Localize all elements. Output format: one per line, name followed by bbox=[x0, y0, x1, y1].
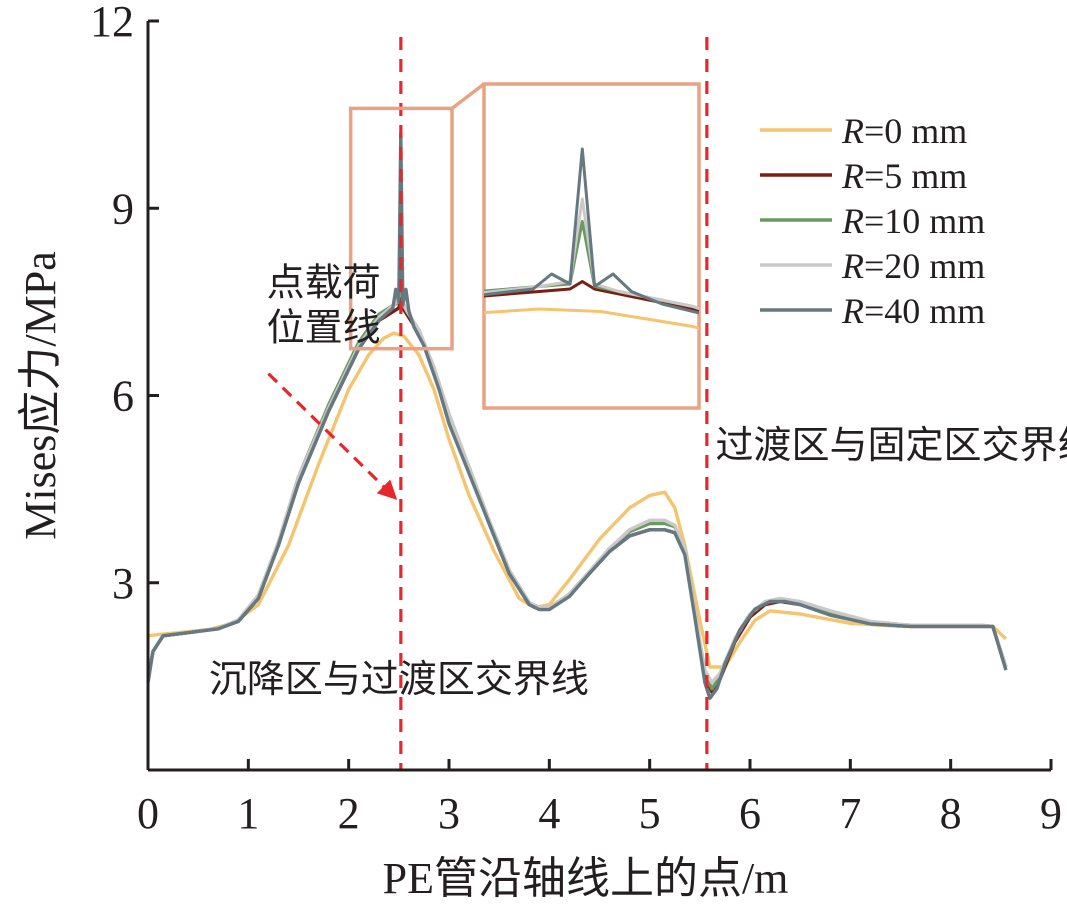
x-tick-label: 8 bbox=[940, 789, 962, 838]
y-tick-label: 6 bbox=[112, 372, 134, 421]
x-tick-label: 3 bbox=[438, 789, 460, 838]
annotation-load-position-line-1: 点载荷 bbox=[267, 263, 381, 305]
series-line-3 bbox=[146, 194, 1008, 685]
legend-label-3: R=20 mm bbox=[841, 246, 985, 286]
load-arrow bbox=[267, 372, 398, 500]
annotation-settlement-transition-boundary: 沉降区与过渡区交界线 bbox=[209, 659, 589, 701]
legend-label-0: R=0 mm bbox=[841, 111, 967, 151]
x-tick-label: 7 bbox=[839, 789, 861, 838]
y-tick-label: 9 bbox=[112, 184, 134, 233]
y-tick-label: 3 bbox=[112, 559, 134, 608]
reference-lines-layer bbox=[399, 37, 709, 770]
y-axis-title: Mises应力/MPa bbox=[16, 251, 65, 539]
inset-layer bbox=[348, 82, 701, 410]
annotation-load-position-line-2: 位置线 bbox=[267, 308, 381, 350]
zoom-source-box bbox=[348, 106, 454, 351]
x-tick-label: 4 bbox=[538, 789, 560, 838]
x-tick-label: 2 bbox=[338, 789, 360, 838]
x-tick-label: 5 bbox=[639, 789, 661, 838]
legend: R=0 mm R=5 mm R=10 mm R=20 mm R=40 mm bbox=[760, 111, 985, 331]
series-line-4 bbox=[146, 131, 1008, 700]
x-tick-label: 0 bbox=[137, 789, 159, 838]
legend-label-4: R=40 mm bbox=[841, 291, 985, 331]
x-tick-label: 6 bbox=[739, 789, 761, 838]
annotation-layer: 点载荷 位置线 过渡区与固定区交界线 沉降区与过渡区交界线 bbox=[209, 263, 1067, 701]
x-tick-label: 9 bbox=[1040, 789, 1062, 838]
annotation-transition-fixed-boundary: 过渡区与固定区交界线 bbox=[716, 425, 1067, 467]
series-layer bbox=[146, 131, 1008, 700]
legend-label-1: R=5 mm bbox=[841, 156, 967, 196]
x-axis-title: PE管沿轴线上的点/m bbox=[383, 854, 789, 903]
x-tick-label: 1 bbox=[237, 789, 259, 838]
zoom-connector bbox=[450, 82, 486, 110]
legend-label-2: R=10 mm bbox=[841, 201, 985, 241]
series-line-0 bbox=[147, 331, 1008, 669]
y-tick-label: 12 bbox=[90, 0, 134, 46]
